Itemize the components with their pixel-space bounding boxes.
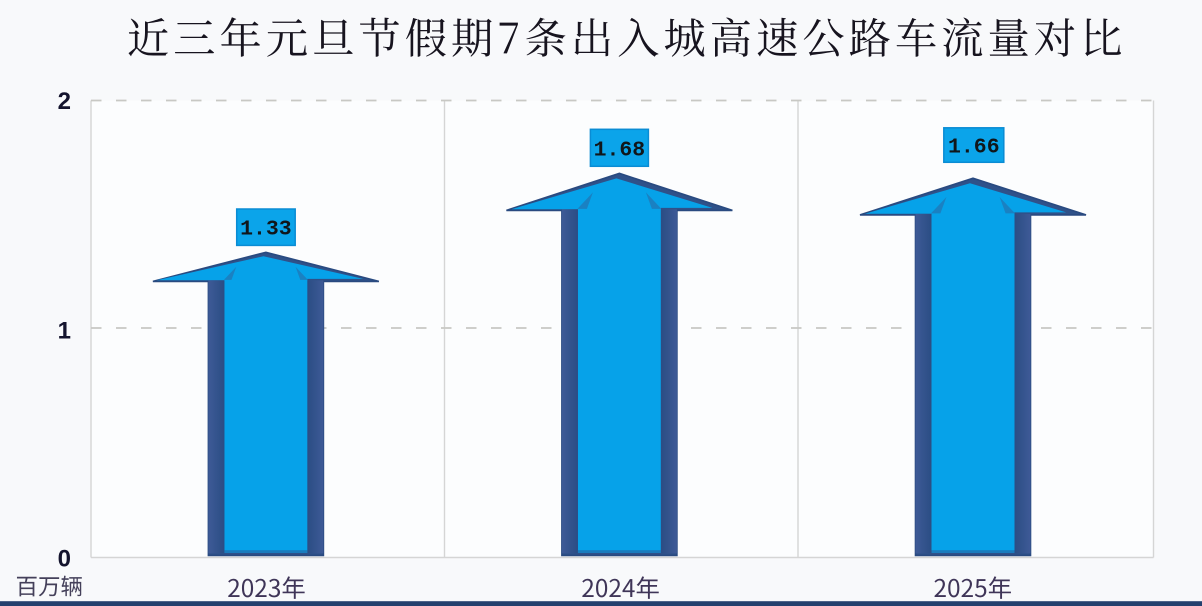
svg-text:1.66: 1.66 xyxy=(948,136,1000,160)
svg-text:1.68: 1.68 xyxy=(594,138,646,162)
svg-text:1.33: 1.33 xyxy=(240,218,292,242)
svg-text:1: 1 xyxy=(58,318,71,345)
svg-text:2: 2 xyxy=(58,88,71,115)
svg-text:0: 0 xyxy=(58,546,71,573)
